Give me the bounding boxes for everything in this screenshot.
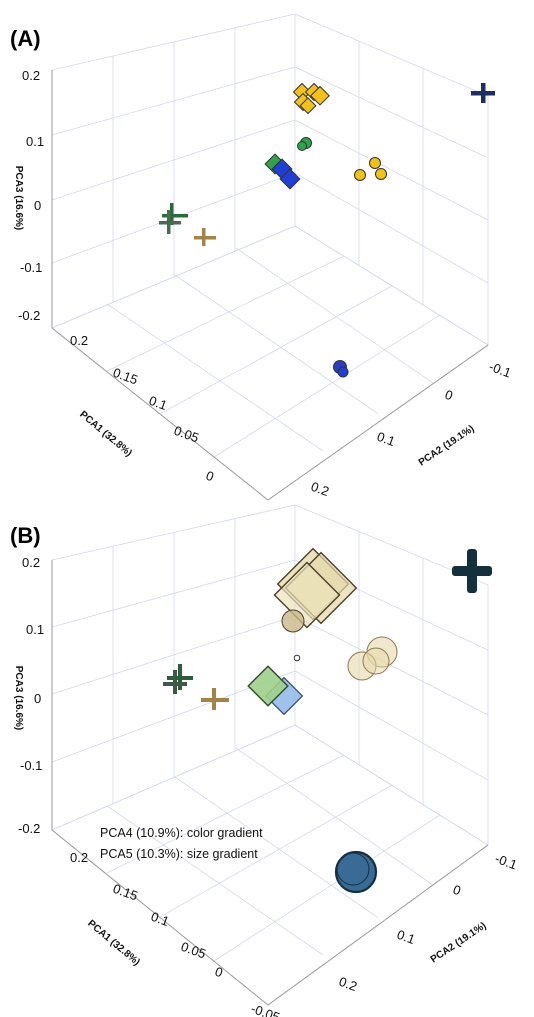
x-tick: 0.15 [111, 365, 140, 388]
panel-a-x-label: PCA1 (32.8%) [77, 409, 133, 459]
y-tick: 0.2 [309, 479, 331, 499]
y-tick: 0 [443, 387, 455, 404]
y-tick: 0.1 [395, 927, 417, 947]
green-plus-marker [163, 664, 193, 694]
panel-b-frame [51, 560, 489, 1006]
tan-plus-marker [201, 688, 229, 710]
panel-b-label: (B) [10, 523, 41, 548]
steel-blue-circle-marker [334, 850, 378, 894]
beige-circle-marker [281, 609, 305, 633]
navy-plus-marker [471, 83, 495, 103]
green-plus-marker [159, 203, 188, 234]
blue-diamond-marker [279, 168, 301, 190]
panel-a: (A) 0.2 0.1 0 -0.1 -0.2 PCA3 (16.6%) [10, 13, 513, 501]
x-tick: 0.1 [147, 393, 169, 413]
annotation-color: PCA4 (10.9%): color gradient [100, 826, 263, 840]
z-tick: -0.1 [20, 260, 42, 275]
panel-a-z-label: PCA3 (16.6%) [13, 166, 24, 230]
panel-a-y-label: PCA2 (19.1%) [417, 423, 477, 468]
z-tick: -0.2 [18, 821, 40, 836]
x-tick: 0.2 [70, 333, 88, 348]
x-tick: 0 [204, 468, 216, 485]
panel-a-label: (A) [10, 26, 41, 51]
panel-a-markers [159, 82, 495, 378]
blue-circle-marker [337, 366, 349, 378]
annotation-size: PCA5 (10.3%): size gradient [100, 847, 258, 861]
x-tick: 0.2 [70, 850, 88, 865]
panel-b-markers [163, 547, 492, 894]
panel-a-z-ticks: 0.2 0.1 0 -0.1 -0.2 [18, 68, 44, 323]
z-tick: 0.2 [22, 555, 40, 570]
y-tick: 0.2 [337, 974, 359, 994]
small-circle-marker [293, 654, 301, 662]
panel-a-frame [51, 70, 489, 501]
beige-circle-marker [347, 636, 398, 681]
yellow-diamond-marker [292, 82, 330, 115]
panel-b-x-label: PCA1 (32.8%) [85, 918, 141, 968]
panel-b-z-ticks: 0.2 0.1 0 -0.1 -0.2 [18, 555, 44, 836]
x-tick: 0 [213, 964, 225, 981]
panel-b-gridlines [51, 504, 489, 1006]
z-tick: -0.2 [18, 308, 40, 323]
x-tick: 0.05 [179, 939, 208, 962]
y-tick: 0.1 [375, 429, 397, 449]
y-tick: -0.1 [487, 359, 513, 381]
x-tick: 0.15 [111, 881, 140, 904]
panel-a-gridlines [51, 13, 489, 501]
z-tick: -0.1 [20, 758, 42, 773]
navy-plus-marker [452, 549, 492, 593]
tan-plus-marker [194, 228, 216, 246]
x-tick: 0.05 [172, 423, 201, 446]
y-tick: -0.1 [493, 851, 519, 873]
yellow-circle-marker [354, 169, 366, 181]
green-circle-marker [297, 141, 307, 151]
steel-blue-circle-marker [336, 852, 370, 886]
z-tick: 0.2 [22, 68, 40, 83]
z-tick: 0.1 [26, 134, 44, 149]
panel-b-z-label: PCA3 (16.6%) [13, 666, 24, 730]
z-tick: 0 [34, 198, 41, 213]
panel-b-y-label: PCA2 (19.1%) [429, 920, 489, 965]
x-tick: 0.1 [149, 909, 171, 929]
yellow-circle-marker [375, 168, 387, 180]
light-green-diamond-marker [247, 665, 289, 707]
z-tick: 0 [34, 691, 41, 706]
panel-a-y-ticks: -0.1 0 0.1 0.2 [309, 359, 513, 499]
panel-b-y-ticks: -0.1 0 0.1 0.2 [337, 851, 519, 994]
z-tick: 0.1 [26, 622, 44, 637]
yellow-circle-marker [369, 157, 381, 169]
panel-a-x-ticks: 0.2 0.15 0.1 0.05 0 [70, 333, 216, 484]
y-tick: 0 [451, 882, 463, 899]
panel-b: (B) 0.2 0.1 0 -0.1 -0.2 PCA3 (16.6%) 0.2… [10, 504, 519, 1017]
